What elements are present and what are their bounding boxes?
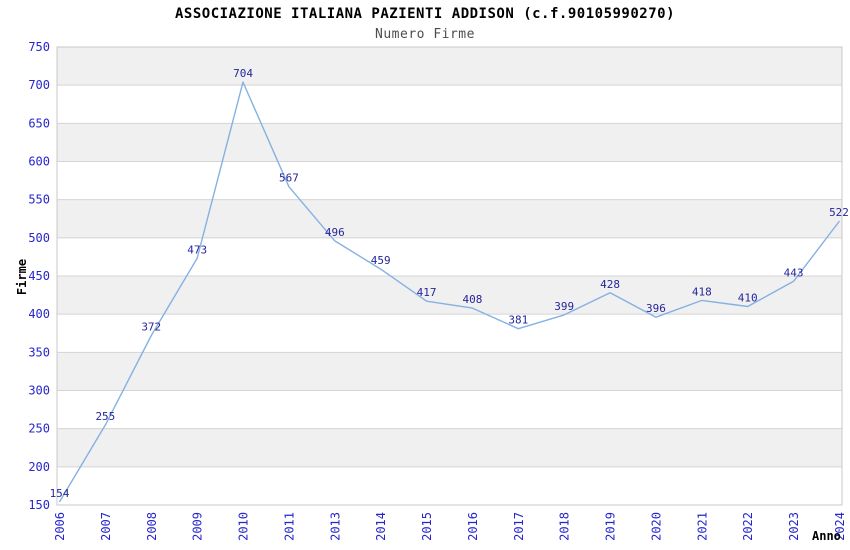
value-label: 459 [371,254,391,267]
y-tick-label: 450 [28,269,50,283]
y-tick-label: 300 [28,384,50,398]
value-label: 372 [141,321,161,334]
value-label: 408 [463,293,483,306]
x-tick-label: 2011 [282,512,296,541]
value-label: 428 [600,278,620,291]
value-label: 410 [738,292,758,305]
value-label: 522 [829,206,849,219]
x-tick-label: 2016 [466,512,480,541]
plot-band [57,428,842,467]
plot-band [57,161,842,200]
plot-band [57,352,842,391]
value-label: 418 [692,285,712,298]
plot-band [57,199,842,238]
y-tick-label: 650 [28,116,50,130]
y-tick-label: 600 [28,155,50,169]
value-label: 443 [784,266,804,279]
x-tick-label: 2010 [237,512,251,541]
plot-band [57,85,842,124]
value-label: 567 [279,172,299,185]
y-tick-label: 700 [28,78,50,92]
chart-subtitle: Numero Firme [375,27,475,42]
x-tick-label: 2023 [787,512,801,541]
x-tick-label: 2009 [191,512,205,541]
y-tick-label: 150 [28,498,50,512]
value-label: 473 [187,243,207,256]
plot-band [57,314,842,353]
x-tick-label: 2018 [558,512,572,541]
data-line [58,81,841,503]
x-tick-label: 2017 [512,512,526,541]
x-tick-label: 2015 [420,512,434,541]
x-tick-label: 2020 [649,512,663,541]
plot-band [57,466,842,505]
y-tick-label: 500 [28,231,50,245]
y-tick-label: 250 [28,422,50,436]
plot-border [56,46,843,506]
plot-band [57,47,842,86]
y-tick-label: 400 [28,307,50,321]
value-label: 399 [554,300,574,313]
y-tick-label: 750 [28,40,50,54]
plot-band [57,276,842,315]
value-label: 396 [646,302,666,315]
x-tick-label: 2006 [53,512,67,541]
value-label: 417 [417,286,437,299]
x-tick-label: 2019 [604,512,618,541]
value-label: 704 [233,67,253,80]
y-tick-label: 200 [28,460,50,474]
chart-title: ASSOCIAZIONE ITALIANA PAZIENTI ADDISON (… [174,6,675,22]
x-tick-label: 2013 [328,512,342,541]
plot-band [57,123,842,162]
value-label: 381 [508,314,528,327]
value-label: 255 [95,410,115,423]
x-tick-label: 2007 [99,512,113,541]
y-axis-title: Firme [15,258,29,296]
x-tick-label: 2022 [741,512,755,541]
x-tick-label: 2014 [374,512,388,541]
y-tick-label: 550 [28,193,50,207]
plot-band [57,237,842,276]
value-label: 496 [325,226,345,239]
x-tick-label: 2021 [695,512,709,541]
y-tick-label: 350 [28,345,50,359]
value-label: 154 [50,487,70,500]
plot-band [57,390,842,429]
x-axis-title: Anno [812,529,841,543]
x-tick-label: 2024 [833,512,847,541]
x-tick-label: 2008 [145,512,159,541]
